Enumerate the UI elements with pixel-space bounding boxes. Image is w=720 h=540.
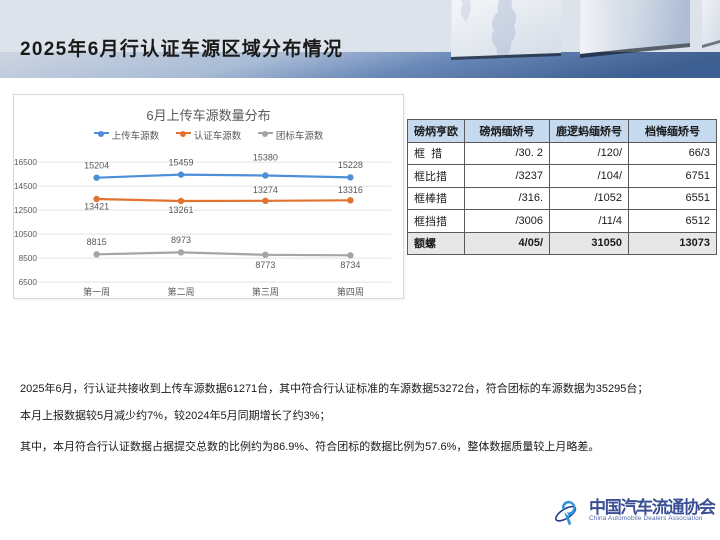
svg-text:第一周: 第一周 — [83, 286, 110, 297]
svg-text:13316: 13316 — [338, 185, 363, 195]
svg-text:16500: 16500 — [14, 157, 37, 167]
svg-text:8815: 8815 — [87, 237, 107, 247]
svg-text:14500: 14500 — [14, 181, 37, 191]
svg-text:15380: 15380 — [253, 153, 278, 163]
svg-text:8773: 8773 — [255, 260, 275, 270]
svg-text:8734: 8734 — [340, 260, 360, 270]
svg-text:8500: 8500 — [19, 253, 38, 263]
svg-text:13261: 13261 — [168, 205, 193, 215]
svg-text:10500: 10500 — [14, 229, 37, 239]
svg-text:第二周: 第二周 — [167, 286, 194, 297]
svg-text:12500: 12500 — [14, 205, 37, 215]
svg-text:第四周: 第四周 — [337, 286, 364, 297]
svg-text:第三周: 第三周 — [252, 286, 279, 297]
svg-text:8973: 8973 — [171, 235, 191, 245]
svg-text:15228: 15228 — [338, 160, 363, 170]
svg-text:13274: 13274 — [253, 185, 278, 195]
svg-text:15459: 15459 — [168, 157, 193, 167]
svg-text:13421: 13421 — [84, 202, 109, 212]
svg-text:15204: 15204 — [84, 161, 109, 171]
svg-text:6500: 6500 — [19, 277, 38, 287]
